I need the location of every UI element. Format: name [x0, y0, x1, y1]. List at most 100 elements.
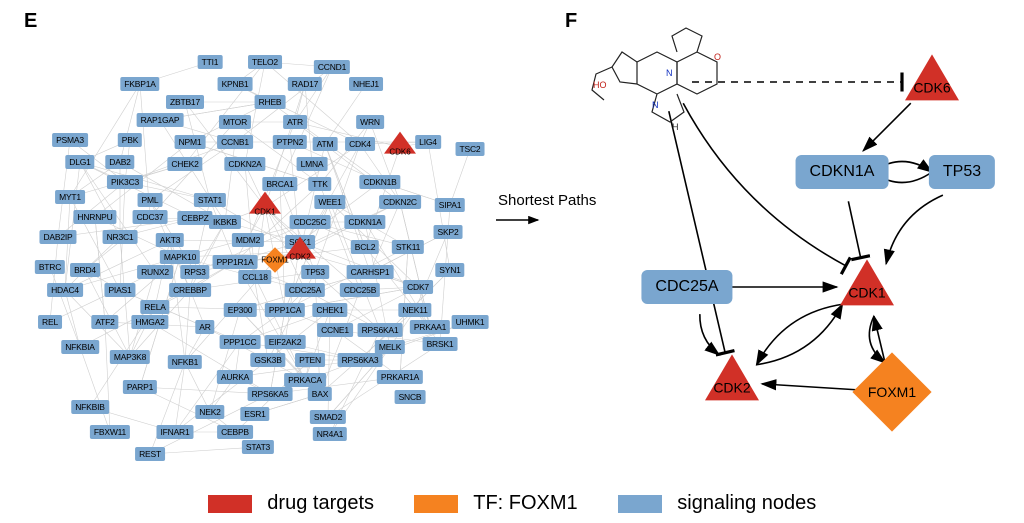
node-wrn: WRN — [356, 115, 384, 129]
node-eif2ak2: EIF2AK2 — [265, 335, 306, 349]
node-tti1: TTI1 — [198, 55, 223, 69]
node-ptpn2: PTPN2 — [273, 135, 307, 149]
drug-target-cdk6: CDK6 — [384, 132, 416, 154]
node-psma3: PSMA3 — [52, 133, 88, 147]
node-myt1: MYT1 — [55, 190, 85, 204]
node-ppp1r1a: PPP1R1A — [213, 255, 258, 269]
node-dab2ip: DAB2IP — [39, 230, 76, 244]
node-ar: AR — [195, 320, 214, 334]
node-crebbp: CREBBP — [169, 283, 211, 297]
node-prkar1a: PRKAR1A — [377, 370, 423, 384]
legend-item-signaling: signaling nodes — [618, 492, 817, 515]
legend-item-drug-targets: drug targets — [208, 492, 374, 515]
node-nfkb1: NFKB1 — [168, 355, 202, 369]
node-stk11: STK11 — [392, 240, 424, 254]
node-nfkbia: NFKBIA — [61, 340, 99, 354]
node-atr: ATR — [283, 115, 307, 129]
node-atm: ATM — [313, 137, 338, 151]
node-chek1: CHEK1 — [312, 303, 347, 317]
f-node-tp53: TP53 — [929, 155, 995, 189]
node-rel: REL — [38, 315, 62, 329]
node-stat3: STAT3 — [242, 440, 274, 454]
legend: drug targets TF: FOXM1 signaling nodes — [0, 492, 1024, 515]
node-mdm2: MDM2 — [232, 233, 264, 247]
node-dlg1: DLG1 — [65, 155, 94, 169]
f-node-cdc25a: CDC25A — [641, 270, 732, 304]
node-hnrnpu: HNRNPU — [73, 210, 116, 224]
f-drug-target-cdk1: CDK1 — [840, 259, 894, 305]
legend-label-signaling: signaling nodes — [677, 492, 816, 514]
node-rheb: RHEB — [255, 95, 286, 109]
drug-target-cdk1: CDK1 — [249, 192, 281, 214]
node-rap1gap: RAP1GAP — [137, 113, 184, 127]
node-sncb: SNCB — [395, 390, 426, 404]
node-rela: RELA — [140, 300, 169, 314]
node-smad2: SMAD2 — [310, 410, 346, 424]
node-brsk1: BRSK1 — [423, 337, 458, 351]
node-nek11: NEK11 — [398, 303, 431, 317]
node-cdk4: CDK4 — [345, 137, 375, 151]
node-rps6ka5: RPS6KA5 — [248, 387, 293, 401]
node-kpnb1: KPNB1 — [218, 77, 253, 91]
node-ppp1ca: PPP1CA — [265, 303, 305, 317]
node-cdkn2a: CDKN2A — [224, 157, 265, 171]
legend-item-tf: TF: FOXM1 — [414, 492, 578, 515]
node-ttk: TTK — [308, 177, 331, 191]
node-atf2: ATF2 — [91, 315, 118, 329]
node-cdc25b: CDC25B — [340, 283, 380, 297]
node-cdc37: CDC37 — [133, 210, 168, 224]
panel-f: N N O HO H CDK6CDKN1ATP53CDC25ACDK1CDK2F… — [532, 12, 1012, 452]
node-ccnb1: CCNB1 — [217, 135, 253, 149]
node-tsc2: TSC2 — [456, 142, 485, 156]
legend-swatch-red — [208, 495, 252, 513]
legend-label-drug-targets: drug targets — [267, 492, 374, 514]
node-carhsp1: CARHSP1 — [347, 265, 394, 279]
node-lmna: LMNA — [297, 157, 328, 171]
node-cebpb: CEBPB — [217, 425, 253, 439]
node-melk: MELK — [375, 340, 405, 354]
node-ep300: EP300 — [224, 303, 257, 317]
node-rps6ka3: RPS6KA3 — [338, 353, 383, 367]
node-ppp1cc: PPP1CC — [220, 335, 261, 349]
node-wee1: WEE1 — [314, 195, 345, 209]
node-brca1: BRCA1 — [262, 177, 297, 191]
node-cdk7: CDK7 — [403, 280, 433, 294]
node-lig4: LIG4 — [415, 135, 441, 149]
node-npm1: NPM1 — [175, 135, 206, 149]
node-nr3c1: NR3C1 — [103, 230, 138, 244]
node-mtor: MTOR — [219, 115, 251, 129]
node-skp2: SKP2 — [434, 225, 463, 239]
node-rps6ka1: RPS6KA1 — [358, 323, 403, 337]
node-cdc25c: CDC25C — [290, 215, 331, 229]
panel-e-nodes: TTI1TELO2CCND1FKBP1AKPNB1RAD17NHEJ1ZBTB1… — [10, 22, 510, 462]
node-cdkn1a: CDKN1A — [344, 215, 385, 229]
node-dab2: DAB2 — [105, 155, 134, 169]
node-hmga2: HMGA2 — [131, 315, 168, 329]
node-pml: PML — [138, 193, 163, 207]
node-prkaa1: PRKAA1 — [410, 320, 450, 334]
node-pik3c3: PIK3C3 — [107, 175, 143, 189]
node-hdac4: HDAC4 — [47, 283, 83, 297]
legend-swatch-blue — [618, 495, 662, 513]
node-pbk: PBK — [118, 133, 142, 147]
node-prkaca: PRKACA — [284, 373, 326, 387]
node-mapk10: MAPK10 — [160, 250, 200, 264]
node-tp53: TP53 — [301, 265, 329, 279]
node-brd4: BRD4 — [70, 263, 100, 277]
node-nr4a1: NR4A1 — [313, 427, 347, 441]
node-ikbkb: IKBKB — [209, 215, 241, 229]
node-fbxw11: FBXW11 — [90, 425, 130, 439]
node-nhej1: NHEJ1 — [349, 77, 383, 91]
node-esr1: ESR1 — [240, 407, 269, 421]
node-uhmk1: UHMK1 — [452, 315, 489, 329]
node-cdkn1b: CDKN1B — [359, 175, 400, 189]
f-drug-target-cdk6: CDK6 — [905, 54, 959, 100]
node-ccnd1: CCND1 — [314, 60, 350, 74]
f-drug-target-cdk2: CDK2 — [705, 354, 759, 400]
node-ccl18: CCL18 — [238, 270, 271, 284]
node-aurka: AURKA — [217, 370, 253, 384]
node-btrc: BTRC — [35, 260, 65, 274]
node-fkbp1a: FKBP1A — [120, 77, 159, 91]
node-telo2: TELO2 — [248, 55, 282, 69]
node-akt3: AKT3 — [156, 233, 184, 247]
